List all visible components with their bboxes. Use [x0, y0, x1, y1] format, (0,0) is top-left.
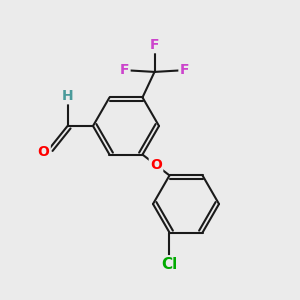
Text: F: F — [150, 38, 159, 52]
Text: F: F — [180, 63, 189, 77]
Text: Cl: Cl — [161, 256, 178, 272]
Text: O: O — [150, 158, 162, 172]
Text: H: H — [62, 89, 73, 103]
Text: F: F — [120, 63, 129, 77]
Text: O: O — [38, 145, 50, 158]
